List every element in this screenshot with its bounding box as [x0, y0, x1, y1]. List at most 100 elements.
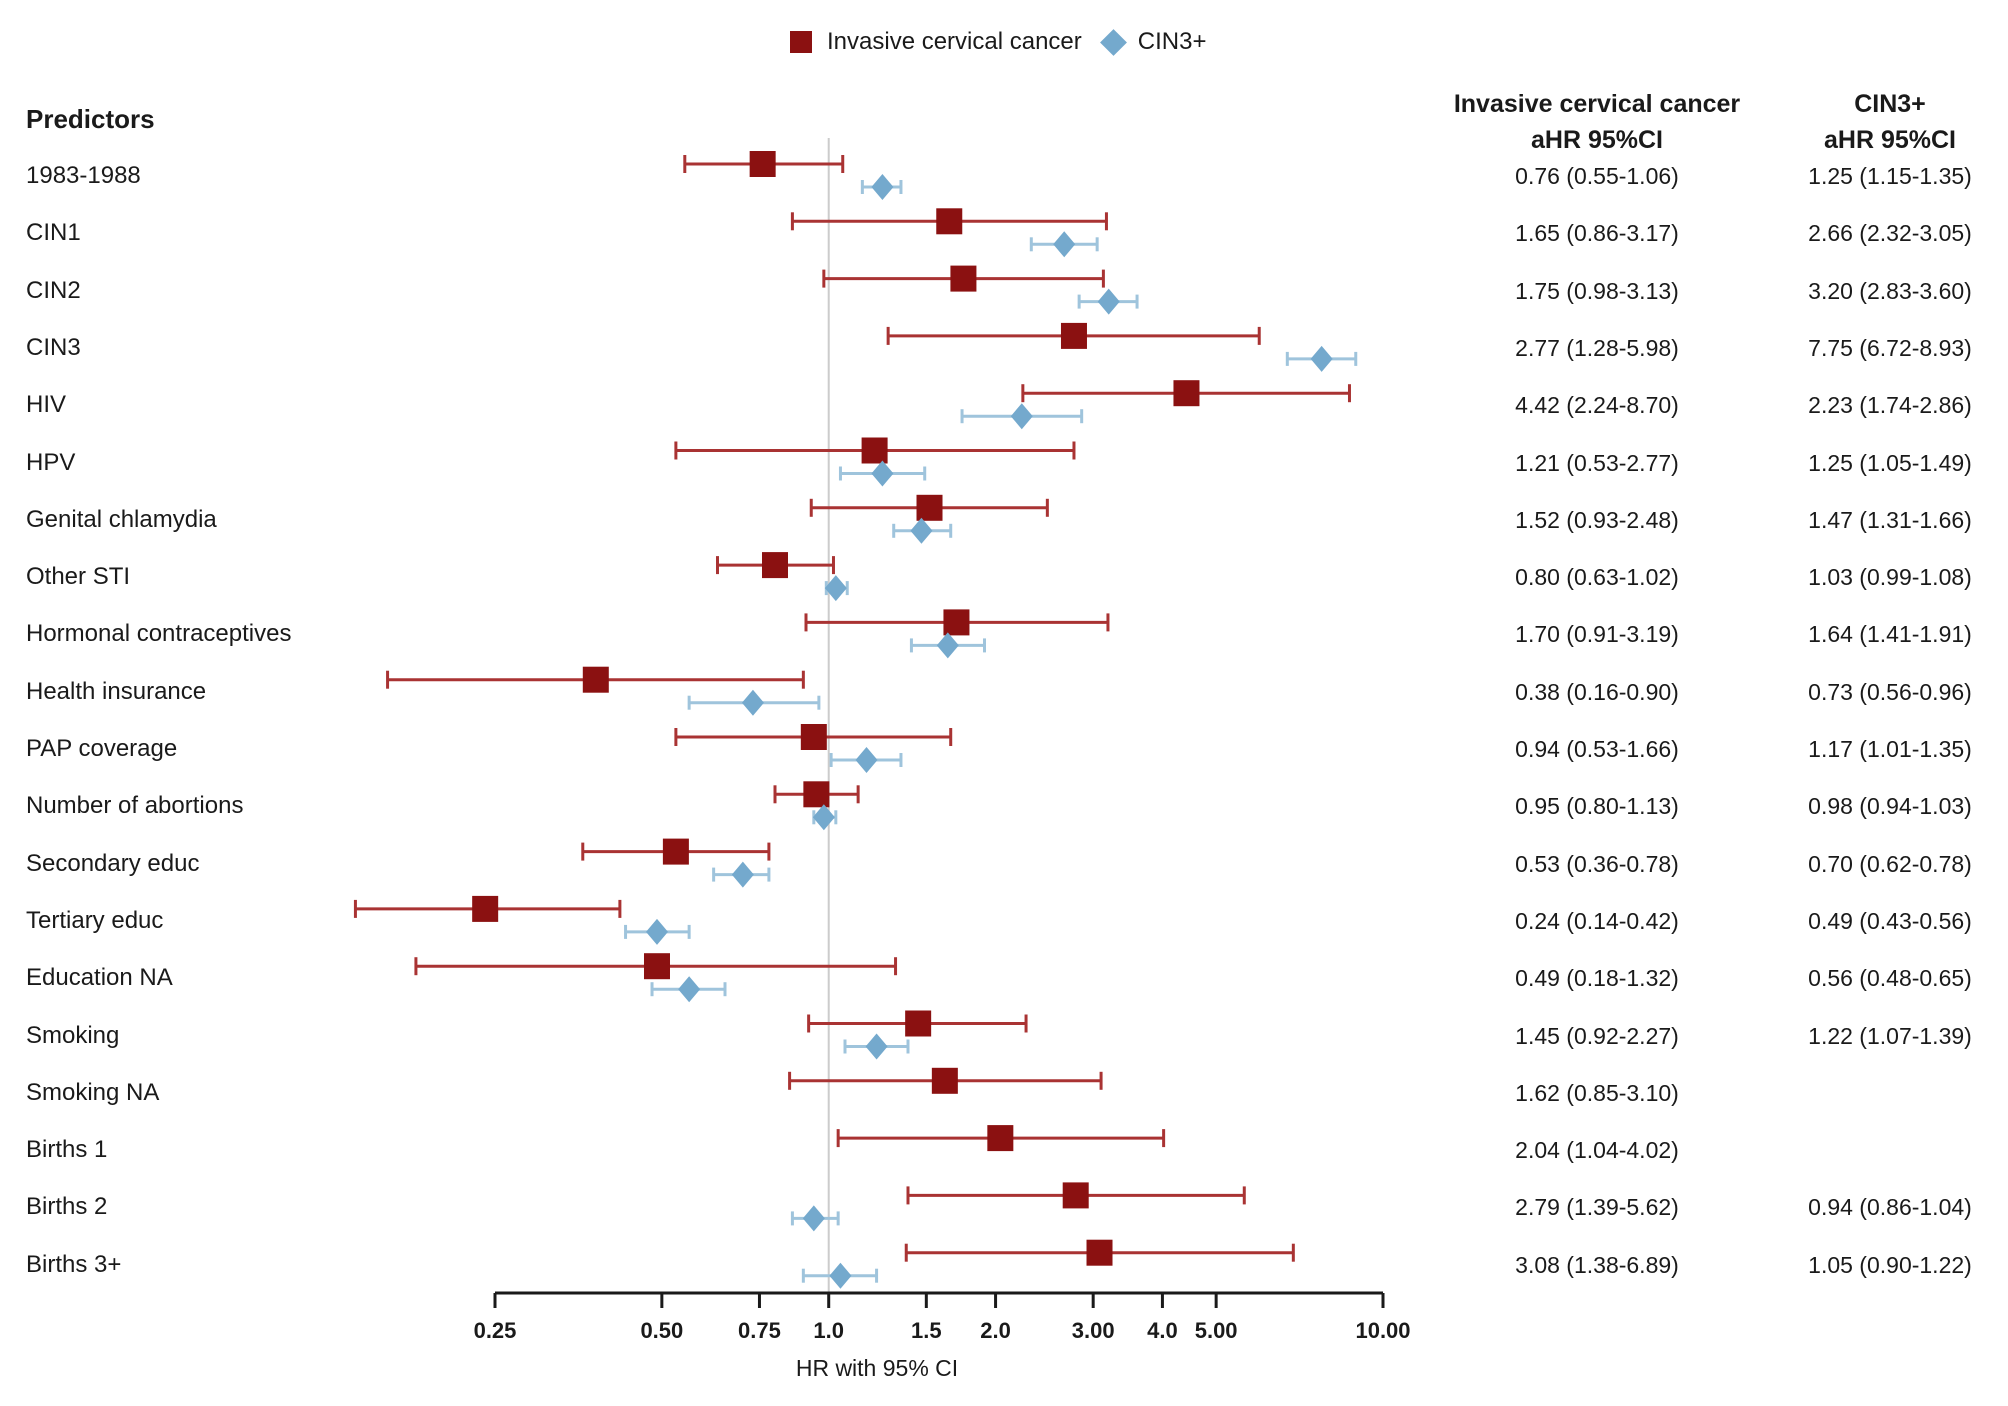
x-tick-label: 2.0 — [980, 1318, 1011, 1343]
cin3-marker — [871, 460, 894, 487]
icc-value: 3.08 (1.38-6.89) — [1515, 1251, 1679, 1278]
cin3-value: 1.25 (1.05-1.49) — [1808, 449, 1972, 476]
cin3-marker — [855, 747, 878, 773]
icc-column-header-line1: Invasive cervical cancer — [1453, 90, 1741, 118]
icc-marker — [1062, 1182, 1089, 1209]
predictor-label: PAP coverage — [26, 735, 178, 762]
forest-plot-canvas: 0.25 0.50 0.75 1.0 1.5 2.0 3.00 4.0 5.00 10.00 HR … — [353, 138, 1411, 1381]
icc-value: 0.53 (0.36-0.78) — [1515, 850, 1679, 877]
x-tick-label: 0.50 — [640, 1318, 683, 1343]
legend-label-icc: Invasive cervical cancer — [827, 28, 1082, 55]
cin3-value: 2.66 (2.32-3.05) — [1808, 220, 1972, 247]
predictor-label: CIN1 — [26, 219, 81, 247]
cin3-value: 1.05 (0.90-1.22) — [1808, 1251, 1972, 1278]
legend-label-cin3: CIN3+ — [1137, 28, 1207, 55]
icc-marker — [931, 1067, 958, 1094]
predictor-label: Number of abortions — [26, 792, 244, 820]
cin3-value: 3.20 (2.83-3.60) — [1808, 277, 1972, 304]
cin3-marker — [741, 689, 764, 716]
cin3-marker — [936, 632, 959, 659]
predictor-label: HIV — [26, 391, 67, 419]
icc-marker — [905, 1010, 932, 1037]
icc-value: 0.94 (0.53-1.66) — [1515, 736, 1679, 762]
icc-marker — [943, 609, 970, 636]
cin3-column-header-line2: aHR 95%CI — [1824, 126, 1956, 154]
cin3-value: 2.23 (1.74-2.86) — [1808, 392, 1972, 419]
icc-value: 0.95 (0.80-1.13) — [1515, 793, 1679, 820]
cin3-marker — [824, 575, 847, 602]
predictor-label: Other STI — [26, 563, 131, 591]
icc-marker — [950, 265, 977, 292]
cin3-value: 7.75 (6.72-8.93) — [1808, 334, 1972, 361]
icc-marker — [936, 208, 963, 235]
cin3-marker — [865, 1033, 888, 1060]
cin3-marker — [871, 174, 894, 200]
icc-marker — [761, 552, 788, 579]
cin3-value: 1.17 (1.01-1.35) — [1808, 736, 1972, 762]
icc-value: 1.62 (0.85-3.10) — [1515, 1079, 1679, 1106]
icc-value: 1.75 (0.98-3.13) — [1515, 277, 1679, 304]
legend-item-cin3: CIN3+ — [1099, 28, 1207, 56]
predictor-label: Smoking NA — [26, 1078, 160, 1106]
cin3-value: 0.49 (0.43-0.56) — [1808, 907, 1972, 934]
cin3-marker — [645, 918, 668, 945]
cin3-marker — [1053, 231, 1076, 258]
icc-value: 4.42 (2.24-8.70) — [1515, 392, 1679, 419]
cin3-diamond-icon — [1099, 28, 1127, 56]
icc-value: 0.80 (0.63-1.02) — [1515, 564, 1679, 591]
cin3-value: 0.94 (0.86-1.04) — [1808, 1194, 1972, 1221]
cin3-marker — [829, 1262, 852, 1289]
predictor-label: CIN3 — [26, 333, 81, 361]
icc-column-header: Invasive cervical cancer aHR 95%CI — [1427, 86, 1767, 158]
icc-square-icon — [790, 31, 812, 53]
cin3-value: 0.70 (0.62-0.78) — [1808, 850, 1972, 877]
predictor-label: Smoking — [26, 1021, 120, 1049]
icc-marker — [472, 895, 499, 922]
icc-marker — [1173, 380, 1200, 407]
cin3-marker — [910, 517, 933, 544]
cin3-marker — [802, 1205, 825, 1232]
icc-marker — [987, 1125, 1014, 1152]
predictor-label: Genital chlamydia — [26, 505, 217, 533]
cin3-value: 1.03 (0.99-1.08) — [1808, 564, 1972, 591]
icc-marker — [749, 151, 776, 177]
predictor-label: Hormonal contraceptives — [26, 620, 292, 648]
icc-value: 0.38 (0.16-0.90) — [1515, 678, 1679, 705]
cin3-value: 1.22 (1.07-1.39) — [1808, 1022, 1972, 1049]
icc-marker — [1060, 322, 1087, 349]
cin3-value: 0.73 (0.56-0.96) — [1808, 678, 1972, 705]
icc-marker — [582, 666, 609, 693]
x-tick-label: 0.75 — [738, 1318, 781, 1343]
x-tick-label: 4.0 — [1147, 1318, 1178, 1343]
icc-marker — [800, 724, 827, 750]
icc-value: 0.24 (0.14-0.42) — [1515, 907, 1679, 934]
icc-marker — [803, 781, 830, 808]
cin3-column-header: CIN3+ aHR 95%CI — [1740, 86, 2008, 158]
icc-value: 2.77 (1.28-5.98) — [1515, 334, 1679, 361]
predictor-label: Education NA — [26, 964, 173, 992]
icc-marker — [643, 953, 670, 980]
icc-value: 2.04 (1.04-4.02) — [1515, 1137, 1679, 1164]
cin3-value: 0.56 (0.48-0.65) — [1808, 965, 1972, 992]
cin3-marker — [812, 804, 835, 831]
predictor-label: Secondary educ — [26, 849, 200, 877]
icc-value: 1.65 (0.86-3.17) — [1515, 220, 1679, 247]
x-axis — [493, 1291, 1385, 1308]
icc-value: 1.45 (0.92-2.27) — [1515, 1022, 1679, 1049]
cin3-value: 1.47 (1.31-1.66) — [1808, 506, 1972, 533]
cin3-marker — [1310, 345, 1333, 372]
x-axis-title: HR with 95% CI — [796, 1355, 958, 1381]
predictors-header: Predictors — [26, 104, 155, 134]
predictor-label: HPV — [26, 448, 76, 476]
cin3-marker — [1010, 403, 1033, 430]
icc-marker — [861, 437, 888, 464]
predictor-label: 1983-1988 — [26, 162, 141, 189]
cin3-column-header-line1: CIN3+ — [1854, 90, 1926, 118]
cin3-marker — [1097, 288, 1120, 315]
icc-marker — [1086, 1239, 1113, 1266]
icc-value: 1.52 (0.93-2.48) — [1515, 506, 1679, 533]
x-tick-label: 5.00 — [1195, 1318, 1238, 1343]
cin3-marker — [678, 976, 701, 1003]
icc-marker — [662, 838, 689, 865]
predictor-label: Births 3+ — [26, 1250, 122, 1278]
